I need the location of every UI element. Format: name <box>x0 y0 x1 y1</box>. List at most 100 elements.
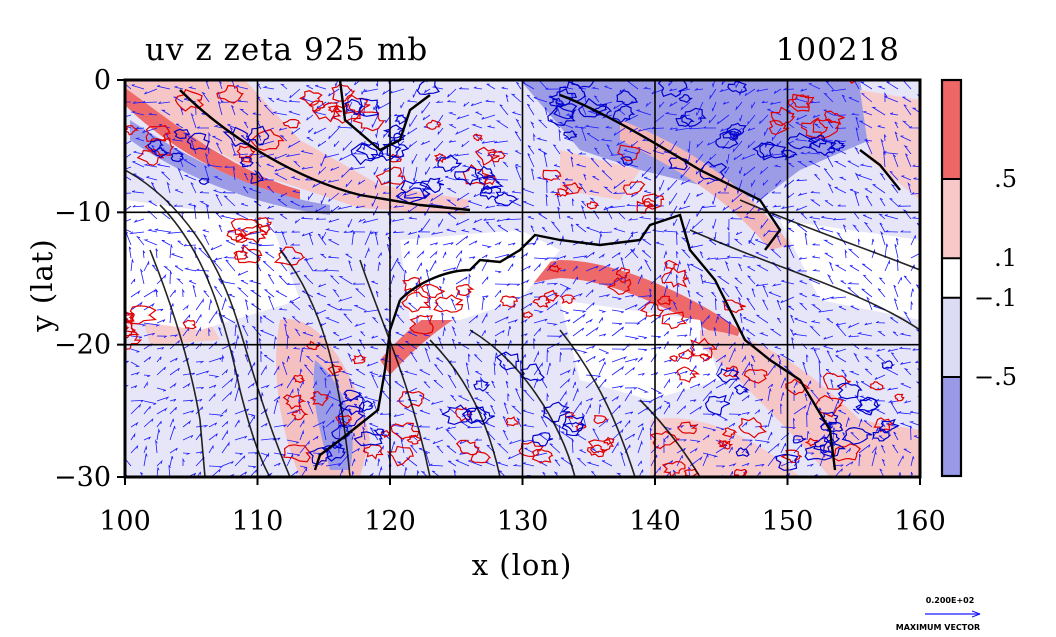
wind-vector <box>439 408 444 415</box>
wind-vector <box>637 266 643 272</box>
wind-vector <box>371 280 379 285</box>
wind-vector <box>312 390 317 402</box>
wind-vector <box>299 368 303 376</box>
wind-vector <box>721 300 730 311</box>
vorticity-band <box>130 120 330 215</box>
wind-vector <box>279 83 288 90</box>
wind-vector <box>461 140 470 148</box>
wind-vector <box>289 296 301 304</box>
wind-vector <box>849 188 860 194</box>
wind-vector <box>379 412 392 415</box>
wind-vector <box>143 445 148 454</box>
wind-vector <box>886 387 899 391</box>
wind-vector <box>323 153 340 159</box>
wind-vector <box>784 73 794 76</box>
wind-vector <box>637 427 644 441</box>
wind-vector <box>276 98 288 103</box>
wind-vector <box>756 192 769 204</box>
wind-vector <box>741 412 750 415</box>
wind-vector <box>169 289 176 298</box>
wind-vector <box>716 465 725 468</box>
wind-vector <box>494 339 498 350</box>
wind-vector <box>286 417 297 428</box>
wind-vector <box>751 288 756 298</box>
wind-vector <box>758 332 769 337</box>
wind-vector <box>396 260 405 272</box>
wind-vector <box>213 189 223 194</box>
wind-vector <box>515 164 522 168</box>
wind-vector <box>425 451 431 467</box>
wind-vector <box>559 390 567 402</box>
wind-vector <box>810 389 821 402</box>
wind-vector <box>776 299 782 311</box>
wind-vector <box>107 179 118 181</box>
wind-vector <box>481 276 489 285</box>
wind-vector <box>864 138 873 142</box>
wind-vector <box>601 138 613 142</box>
wind-vector <box>188 203 197 207</box>
wind-vector <box>586 133 600 142</box>
wind-vector <box>559 269 567 272</box>
wind-vector <box>892 331 899 337</box>
wind-vector <box>155 288 159 298</box>
negative-contour <box>308 446 333 466</box>
wind-vector <box>163 265 171 272</box>
wind-vector <box>747 140 756 149</box>
wind-vector <box>728 463 737 467</box>
wind-vector <box>299 419 305 428</box>
wind-vector <box>812 114 821 118</box>
wind-vector <box>645 101 652 108</box>
wind-vector <box>808 278 821 285</box>
wind-vector <box>455 459 470 467</box>
negative-contour <box>881 360 896 370</box>
wind-vector <box>669 192 678 206</box>
wind-vector <box>854 146 860 155</box>
wind-vector <box>676 259 681 272</box>
wind-vector <box>572 327 585 337</box>
wind-vector <box>483 218 496 221</box>
wind-vector <box>715 361 723 376</box>
positive-contour <box>283 444 312 463</box>
wind-vector <box>202 233 210 246</box>
wind-vector <box>681 230 691 233</box>
wind-vector <box>848 334 860 338</box>
positive-contour <box>462 164 492 186</box>
wind-vector <box>526 94 535 103</box>
vorticity-band <box>125 80 470 215</box>
negative-contour <box>722 128 742 141</box>
wind-vector <box>837 140 847 143</box>
wind-vector <box>624 411 634 415</box>
wind-vector <box>717 191 730 194</box>
wind-vector <box>889 171 899 181</box>
colorbar-segment <box>942 179 961 259</box>
x-tick-label: 160 <box>894 506 946 537</box>
wind-vector <box>755 252 769 259</box>
wind-vector <box>493 361 497 376</box>
wind-vector <box>578 73 586 76</box>
wind-vector <box>781 279 795 285</box>
wind-vector <box>304 322 314 326</box>
wind-vector <box>273 173 288 181</box>
wind-vector <box>182 420 192 428</box>
wind-vector <box>754 439 770 444</box>
wind-vector <box>337 125 353 129</box>
wind-vector <box>222 191 236 194</box>
wind-vector <box>847 281 860 285</box>
wind-vector <box>838 397 847 402</box>
wind-vector <box>516 417 522 428</box>
wind-vector <box>269 70 274 76</box>
wind-vector <box>125 455 132 467</box>
wind-vector <box>847 248 860 259</box>
wind-vector <box>130 400 144 403</box>
wind-vector <box>676 439 687 442</box>
wind-vector <box>538 119 548 129</box>
wind-vector <box>638 127 652 132</box>
wind-vector <box>743 317 756 324</box>
wind-vector <box>332 288 340 298</box>
wind-vector <box>221 441 230 454</box>
wind-vector <box>494 329 505 337</box>
wind-vector <box>355 288 366 298</box>
negative-contour <box>729 130 740 139</box>
wind-vector <box>404 407 418 415</box>
wind-vector <box>400 166 405 181</box>
